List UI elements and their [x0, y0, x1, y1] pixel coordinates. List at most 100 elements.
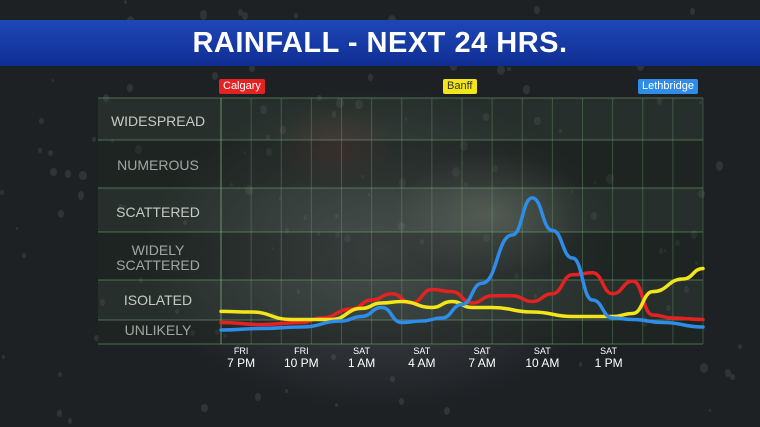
- raindrop: [212, 71, 219, 80]
- raindrop: [303, 215, 308, 220]
- x-tick-label: SAT 1 PM: [579, 346, 639, 370]
- raindrop: [479, 350, 488, 361]
- x-tick-time: 7 PM: [227, 356, 256, 370]
- raindrop: [663, 248, 667, 252]
- raindrop: [737, 343, 742, 349]
- x-tick-time: 1 AM: [347, 356, 376, 370]
- raindrop: [134, 145, 142, 155]
- raindrop: [420, 239, 425, 245]
- x-tick-day: SAT: [473, 346, 491, 356]
- raindrop: [483, 234, 490, 243]
- raindrop: [235, 344, 241, 351]
- raindrop: [214, 329, 220, 336]
- raindrop: [360, 174, 364, 179]
- raindrop: [294, 13, 298, 18]
- raindrop: [694, 261, 698, 266]
- x-tick-day: SAT: [600, 346, 618, 356]
- band-widely-scattered: [98, 232, 703, 280]
- raindrop: [77, 191, 85, 200]
- raindrop: [51, 78, 55, 82]
- raindrop: [56, 410, 62, 417]
- raindrop: [523, 85, 530, 94]
- series-line-calgary: [219, 270, 705, 327]
- raindrop: [398, 177, 407, 188]
- raindrop: [173, 265, 179, 272]
- band-numerous: [98, 140, 703, 188]
- raindrop: [127, 84, 134, 93]
- legend-lethbridge: Lethbridge: [638, 79, 698, 94]
- raindrop: [241, 12, 248, 21]
- raindrop: [605, 173, 614, 184]
- x-tick-time: 4 AM: [408, 356, 436, 370]
- series-line-lethbridge: [219, 196, 705, 332]
- x-tick-label: SAT 7 AM: [452, 346, 512, 370]
- raindrop: [278, 197, 281, 201]
- raindrop: [690, 230, 698, 239]
- raindrop: [730, 373, 735, 381]
- raindrop: [388, 14, 397, 25]
- x-tick-label: SAT 10 AM: [512, 346, 572, 370]
- raindrop: [336, 98, 345, 109]
- raindrop: [255, 392, 262, 401]
- raindrop: [189, 329, 195, 336]
- raindrop: [656, 96, 663, 105]
- legend-calgary: Calgary: [219, 79, 265, 94]
- raindrop: [492, 165, 498, 173]
- raindrop: [558, 128, 563, 134]
- raindrop: [284, 227, 290, 234]
- y-tick-label-line: UNLIKELY: [98, 322, 218, 338]
- raindrop: [39, 117, 45, 125]
- raindrop: [58, 371, 63, 378]
- raindrop: [279, 126, 286, 134]
- x-tick-label: FRI 10 PM: [271, 346, 331, 370]
- raindrop: [123, 204, 126, 208]
- raindrop: [398, 397, 404, 405]
- raindrop: [331, 353, 337, 361]
- raindrop: [285, 389, 289, 393]
- raindrop: [533, 5, 541, 14]
- band-scattered: [98, 188, 703, 232]
- y-tick-label-line: WIDELY: [98, 243, 218, 258]
- title-banner: RAINFALL - NEXT 24 HRS.: [0, 20, 760, 66]
- raindrop: [570, 190, 574, 194]
- raindrop: [183, 220, 188, 226]
- raindrop: [482, 113, 489, 122]
- legend-banff: Banff: [443, 79, 477, 94]
- raindrop: [658, 247, 664, 255]
- raindrop: [533, 294, 537, 299]
- raindrop: [334, 231, 340, 239]
- raindrop: [689, 8, 696, 16]
- raindrop: [50, 167, 57, 177]
- raindrop: [514, 272, 519, 279]
- raindrop: [48, 150, 54, 157]
- x-tick-day: SAT: [413, 346, 431, 356]
- raindrop: [497, 65, 506, 76]
- raindrop: [57, 210, 64, 219]
- raindrop: [459, 140, 468, 151]
- x-tick-day: SAT: [533, 346, 551, 356]
- raindrop: [316, 232, 320, 237]
- raindrop: [124, 0, 128, 5]
- raindrop: [398, 222, 405, 231]
- y-tick-label: WIDELYSCATTERED: [98, 243, 218, 273]
- raindrop: [590, 211, 598, 221]
- raindrop: [578, 362, 583, 367]
- raindrop: [79, 170, 87, 181]
- raindrop: [162, 247, 169, 255]
- raindrop: [230, 182, 233, 186]
- y-tick-label: SCATTERED: [98, 204, 218, 220]
- raindrop: [111, 138, 114, 143]
- y-tick-label: NUMEROUS: [98, 157, 218, 173]
- raindrop: [507, 66, 511, 72]
- raindrop: [244, 150, 247, 154]
- y-tick-label-line: WIDESPREAD: [98, 113, 218, 129]
- raindrop: [201, 403, 208, 412]
- raindrop: [245, 184, 254, 195]
- raindrop: [534, 116, 542, 126]
- raindrop: [22, 253, 27, 259]
- raindrop: [15, 226, 19, 230]
- raindrop: [344, 233, 351, 242]
- raindrop: [193, 209, 197, 213]
- raindrop: [550, 359, 553, 363]
- y-tick-label-line: NUMEROUS: [98, 157, 218, 173]
